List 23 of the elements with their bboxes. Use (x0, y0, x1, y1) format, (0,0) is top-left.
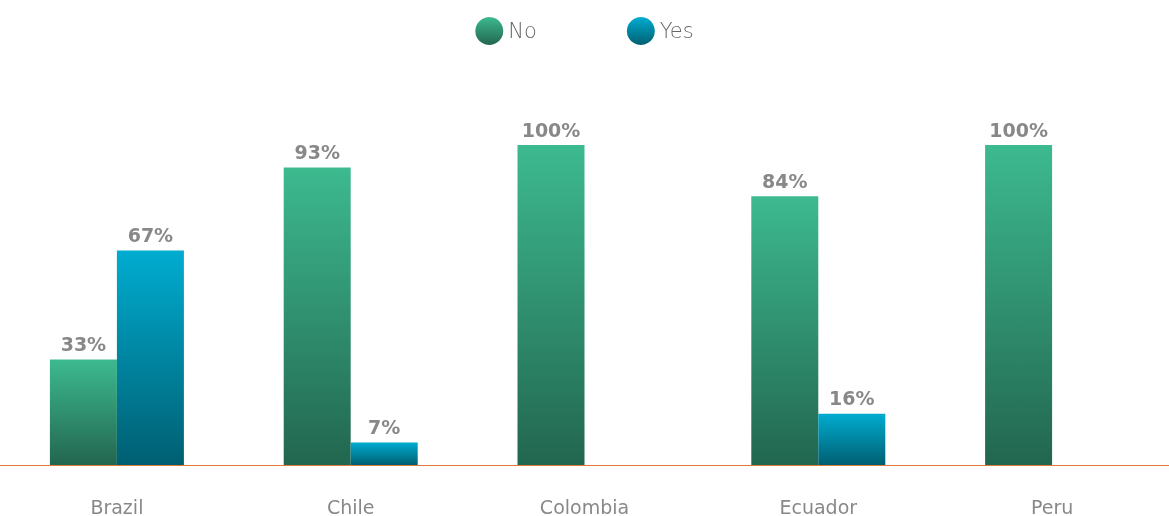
bar (116, 250, 184, 465)
legend-label: Yes (659, 19, 694, 43)
x-tick-label: Chile (326, 495, 375, 516)
data-label: 7% (368, 416, 401, 439)
bar (818, 413, 886, 465)
data-label: 67% (127, 224, 174, 247)
x-tick-label: Brazil (90, 495, 144, 516)
bar (751, 196, 819, 465)
data-label: 16% (829, 387, 875, 410)
x-tick-label: Colombia (539, 495, 630, 516)
x-tick-label: Peru (1030, 495, 1074, 516)
data-label: 100% (989, 118, 1048, 141)
data-label: 93% (294, 140, 340, 163)
x-tick-label: Ecuador (779, 495, 858, 516)
data-label: 33% (60, 332, 107, 355)
bar (517, 145, 585, 465)
data-label: 84% (762, 169, 808, 192)
legend-label: No (508, 19, 537, 43)
data-label: 100% (521, 118, 581, 141)
bar (985, 145, 1053, 465)
bar (283, 167, 351, 465)
bar (49, 359, 117, 465)
bar (350, 442, 418, 465)
